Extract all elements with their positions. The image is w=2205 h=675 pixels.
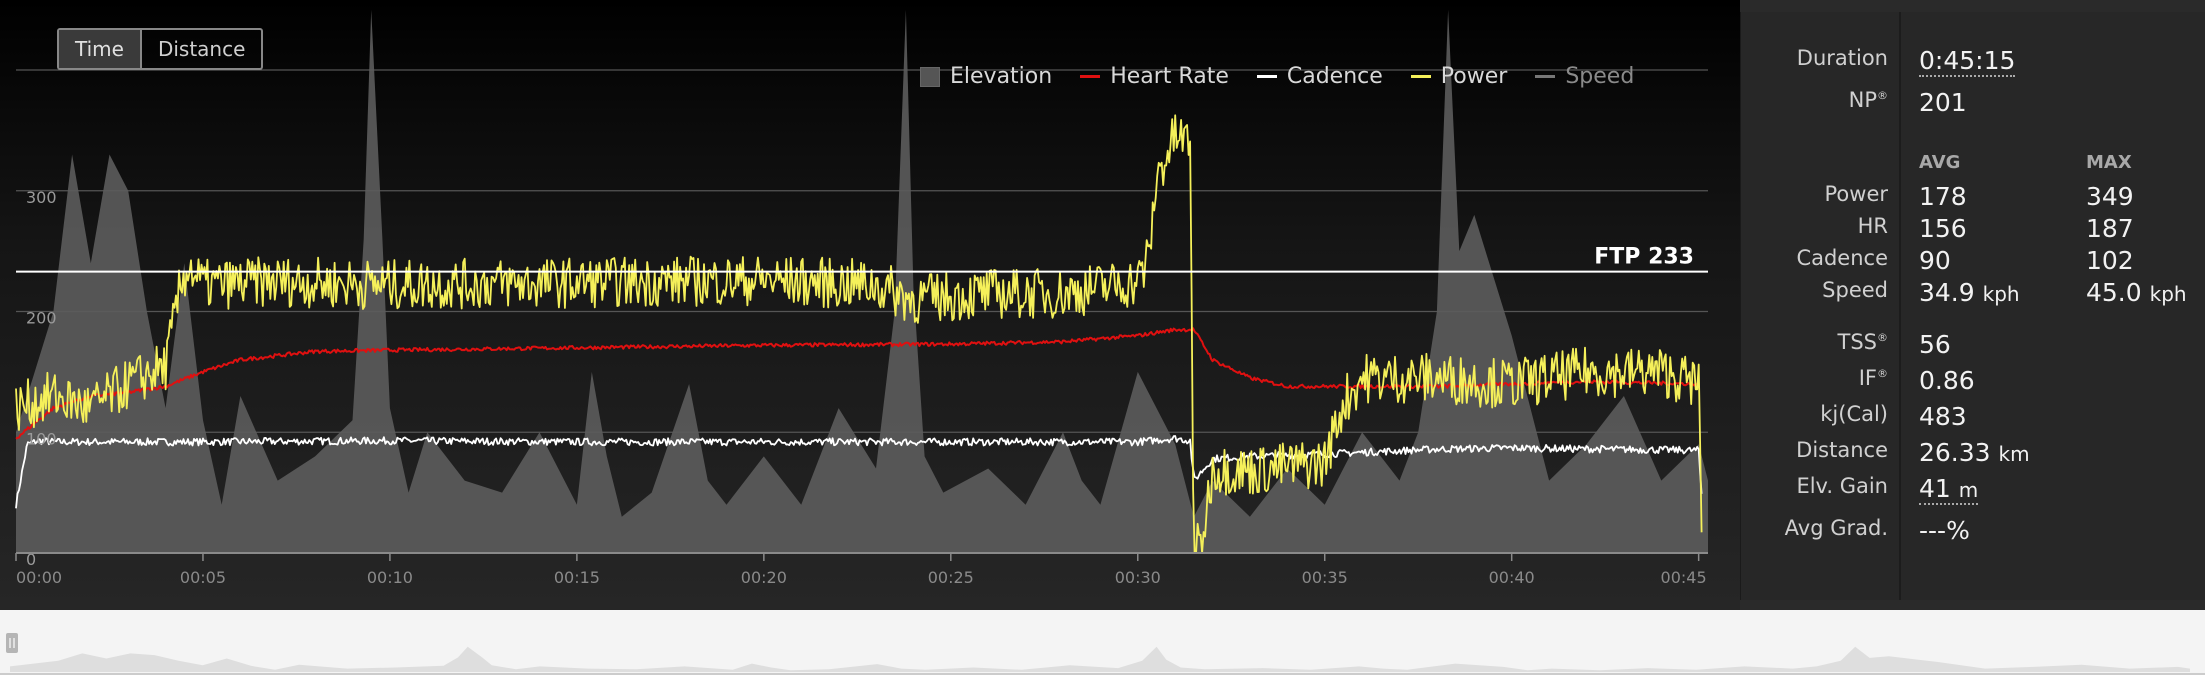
time-button[interactable]: Time (59, 30, 140, 68)
legend-power-label: Power (1440, 64, 1508, 89)
avg-header: AVG (1919, 152, 1961, 173)
if-value: 0.86 (1919, 366, 1975, 395)
hr-avg: 156 (1919, 214, 1967, 243)
x-tick-label: 00:35 (1302, 568, 1348, 587)
elv-value[interactable]: 41 m (1919, 474, 1979, 505)
legend: Elevation Heart Rate Cadence Power Speed (920, 64, 1634, 89)
speed-row: Speed 34.9 kph 45.0 kph (1741, 278, 2205, 312)
overview-svg (0, 633, 2205, 675)
y-tick-label: 300 (26, 188, 57, 207)
kj-row: kj(Cal) 483 (1741, 402, 2205, 436)
duration-value[interactable]: 0:45:15 (1919, 46, 2016, 77)
distance-value: 26.33 km (1919, 438, 2030, 467)
speed-max: 45.0 kph (2086, 278, 2187, 307)
hr-max: 187 (2086, 214, 2134, 243)
x-tick-label: 00:05 (180, 568, 226, 587)
ftp-label: FTP 233 (1594, 245, 1694, 270)
elevation-swatch (920, 66, 940, 87)
power-line (15, 114, 1703, 554)
x-tick-label: 00:00 (16, 568, 62, 587)
chart-area: FTP 233 0 100 200 300 00:00 00:05 00:10 00:15 0… (0, 0, 1740, 610)
heart-rate-swatch (1080, 75, 1101, 78)
cadence-line (15, 435, 1703, 509)
if-row: IF® 0.86 (1741, 366, 2205, 400)
np-value: 201 (1919, 88, 1967, 117)
legend-elevation[interactable]: Elevation (920, 64, 1052, 89)
duration-label: Duration (1796, 46, 1888, 70)
speed-avg: 34.9 kph (1919, 278, 2020, 307)
power-avg: 178 (1919, 182, 1967, 211)
overview-scrubber[interactable] (0, 610, 2205, 675)
grad-row: Avg Grad. ---% (1741, 516, 2205, 550)
legend-heart-rate-label: Heart Rate (1110, 64, 1229, 89)
distance-button[interactable]: Distance (157, 37, 246, 61)
distance-label: Distance (1796, 438, 1888, 462)
power-label: Power (1824, 182, 1889, 206)
tss-row: TSS® 56 (1741, 330, 2205, 364)
tss-label: TSS® (1837, 330, 1889, 354)
cadence-avg: 90 (1919, 246, 1951, 275)
overview-elevation (10, 646, 2190, 672)
x-tick-label: 00:25 (928, 568, 974, 587)
y-tick-label: 100 (26, 429, 57, 448)
x-tick-label: 00:40 (1489, 568, 1535, 587)
speed-label: Speed (1822, 278, 1888, 302)
hr-row: HR 156 187 (1741, 214, 2205, 248)
legend-speed[interactable]: Speed (1535, 64, 1634, 89)
grad-value: ---% (1919, 516, 1970, 545)
y-tick-label: 0 (26, 550, 36, 569)
power-swatch (1410, 75, 1431, 78)
max-header: MAX (2086, 152, 2132, 173)
x-tick-label: 00:45 (1661, 568, 1707, 587)
cadence-label: Cadence (1796, 246, 1888, 270)
distance-row: Distance 26.33 km (1741, 438, 2205, 472)
toggle-divider (139, 30, 142, 68)
legend-heart-rate[interactable]: Heart Rate (1080, 64, 1229, 89)
header-row: AVG MAX (1741, 152, 2205, 186)
cadence-max: 102 (2086, 246, 2134, 275)
power-row: Power 178 349 (1741, 182, 2205, 216)
elevation-area (16, 9, 1708, 554)
legend-power[interactable]: Power (1410, 64, 1508, 89)
kj-value: 483 (1919, 402, 1967, 431)
np-label: NP® (1848, 88, 1888, 112)
legend-elevation-label: Elevation (950, 64, 1053, 89)
axis-toggle: Time Distance (57, 28, 264, 70)
speed-swatch (1535, 75, 1556, 78)
legend-cadence[interactable]: Cadence (1256, 64, 1383, 89)
x-tick-label: 00:30 (1115, 568, 1161, 587)
x-tick-label: 00:20 (741, 568, 787, 587)
np-row: NP® 201 (1741, 88, 2205, 122)
legend-cadence-label: Cadence (1286, 64, 1383, 89)
cadence-row: Cadence 90 102 (1741, 246, 2205, 280)
y-tick-label: 200 (26, 309, 57, 328)
grad-label: Avg Grad. (1784, 516, 1888, 540)
hr-label: HR (1857, 214, 1888, 238)
stats-divider (1899, 12, 1901, 600)
if-label: IF® (1858, 366, 1888, 390)
tss-value: 56 (1919, 330, 1951, 359)
elv-row: Elv. Gain 41 m (1741, 474, 2205, 508)
x-tick-label: 00:15 (554, 568, 600, 587)
elv-label: Elv. Gain (1796, 474, 1888, 498)
stats-panel: Duration 0:45:15 NP® 201 AVG MAX Power 1… (1740, 12, 2205, 600)
scrub-handle-icon[interactable] (6, 633, 18, 653)
activity-chart: FTP 233 0 100 200 300 00:00 00:05 00:10 00:15 0… (15, 9, 1708, 587)
power-max: 349 (2086, 182, 2134, 211)
cadence-swatch (1256, 75, 1277, 78)
legend-speed-label: Speed (1565, 64, 1635, 89)
kj-label: kj(Cal) (1820, 402, 1888, 426)
duration-row: Duration 0:45:15 (1741, 46, 2205, 80)
x-tick-label: 00:10 (367, 568, 413, 587)
